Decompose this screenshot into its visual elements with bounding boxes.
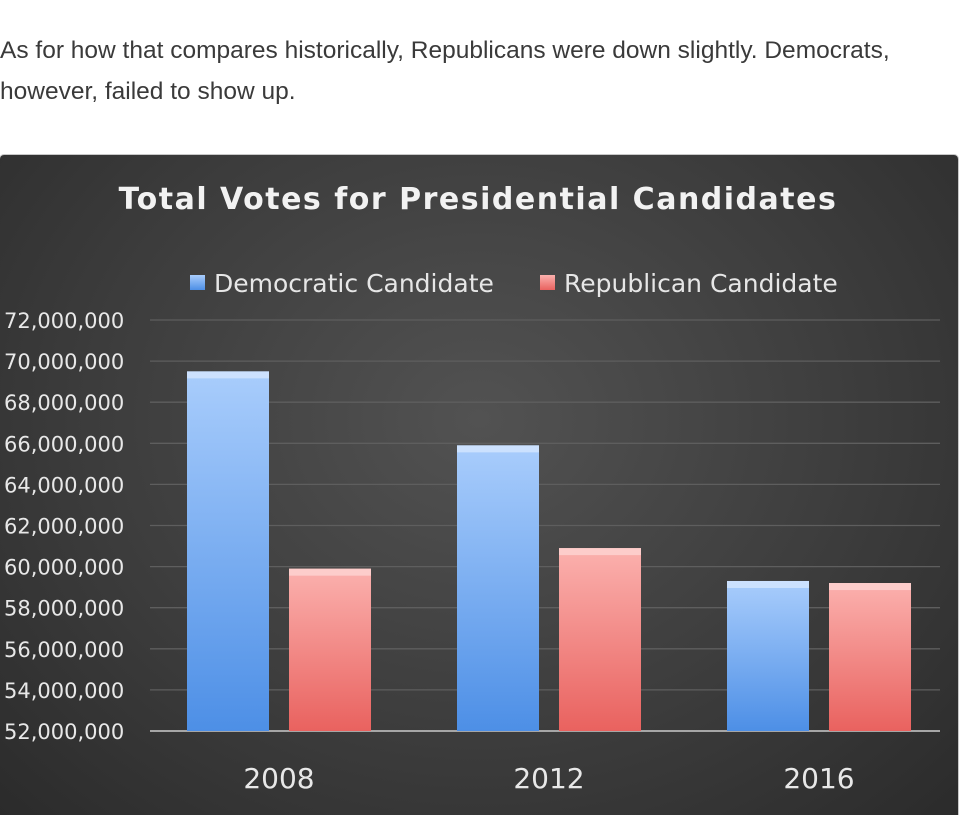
y-tick-label: 58,000,000 <box>4 597 124 621</box>
bar-chart: Total Votes for Presidential Candidates … <box>4 182 940 795</box>
legend-label: Democratic Candidate <box>214 269 494 298</box>
y-tick-label: 68,000,000 <box>4 391 124 415</box>
x-axis-category-labels: 2008 2012 2016 <box>243 762 854 795</box>
x-category-label: 2016 <box>783 762 854 795</box>
bar-bevel <box>187 371 269 379</box>
y-tick-label: 62,000,000 <box>4 515 124 539</box>
bar-republican-2012 <box>559 548 641 731</box>
legend-swatch-republican <box>540 275 555 290</box>
bar-bevel <box>727 580 809 588</box>
bar-bevel <box>829 583 911 591</box>
legend-label: Republican Candidate <box>564 269 838 298</box>
y-tick-label: 66,000,000 <box>4 432 124 456</box>
bar-democratic-2016 <box>727 580 809 731</box>
legend-swatch-democratic <box>190 275 205 290</box>
bar-republican-2008 <box>289 568 371 731</box>
bar-bevel <box>457 445 539 453</box>
y-tick-label: 72,000,000 <box>4 309 124 333</box>
bar-democratic-2008 <box>187 371 269 731</box>
y-tick-label: 60,000,000 <box>4 556 124 580</box>
y-tick-label: 52,000,000 <box>4 720 124 744</box>
x-category-label: 2012 <box>513 762 584 795</box>
y-tick-label: 70,000,000 <box>4 350 124 374</box>
bars <box>187 371 911 731</box>
y-tick-label: 56,000,000 <box>4 638 124 662</box>
bar-bevel <box>289 568 371 576</box>
chart-container: Total Votes for Presidential Candidates … <box>0 155 958 815</box>
y-tick-label: 54,000,000 <box>4 679 124 703</box>
y-tick-label: 64,000,000 <box>4 473 124 497</box>
article-paragraph: As for how that compares historically, R… <box>0 37 890 105</box>
chart-legend: Democratic Candidate Republican Candidate <box>190 269 838 298</box>
bar-republican-2016 <box>829 583 911 731</box>
x-category-label: 2008 <box>243 762 314 795</box>
bar-bevel <box>559 548 641 556</box>
bar-democratic-2012 <box>457 445 539 731</box>
y-axis-tick-labels: 72,000,000 70,000,000 68,000,000 66,000,000… <box>4 309 124 744</box>
chart-title: Total Votes for Presidential Candidates <box>119 182 838 217</box>
